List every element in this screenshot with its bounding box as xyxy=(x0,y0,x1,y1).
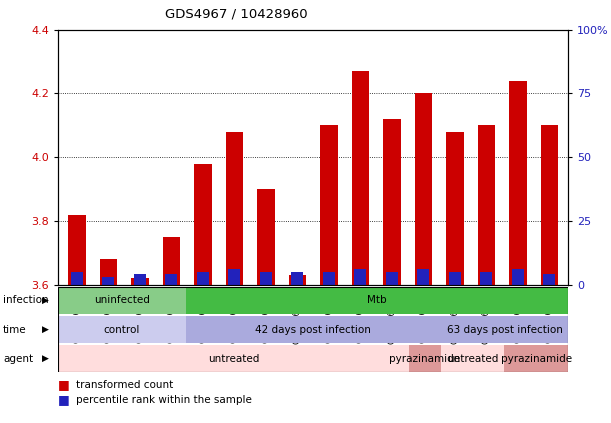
Bar xyxy=(320,125,337,285)
Bar xyxy=(480,272,492,285)
Text: infection: infection xyxy=(3,295,49,305)
Bar xyxy=(417,269,430,285)
Bar xyxy=(383,119,401,285)
Bar xyxy=(134,275,146,285)
Bar xyxy=(543,275,555,285)
Bar xyxy=(225,132,243,285)
Bar xyxy=(505,345,568,372)
Bar xyxy=(541,125,558,285)
Text: percentile rank within the sample: percentile rank within the sample xyxy=(76,395,252,405)
Bar xyxy=(186,316,441,343)
Text: ▶: ▶ xyxy=(42,296,48,305)
Text: GDS4967 / 10428960: GDS4967 / 10428960 xyxy=(166,7,308,20)
Bar xyxy=(163,237,180,285)
Bar xyxy=(441,345,505,372)
Text: Mtb: Mtb xyxy=(367,295,387,305)
Bar xyxy=(197,272,209,285)
Text: pyrazinamide: pyrazinamide xyxy=(389,354,460,364)
Bar xyxy=(68,214,86,285)
Text: ▶: ▶ xyxy=(42,354,48,363)
Text: control: control xyxy=(104,324,140,335)
Bar xyxy=(131,278,148,285)
Bar xyxy=(415,93,432,285)
Text: ■: ■ xyxy=(58,393,70,406)
Text: 42 days post infection: 42 days post infection xyxy=(255,324,371,335)
Text: 63 days post infection: 63 days post infection xyxy=(447,324,562,335)
Text: pyrazinamide: pyrazinamide xyxy=(501,354,572,364)
Bar xyxy=(446,132,464,285)
Text: agent: agent xyxy=(3,354,33,364)
Bar xyxy=(186,287,568,314)
Text: untreated: untreated xyxy=(447,354,498,364)
Bar xyxy=(323,272,335,285)
Bar xyxy=(58,316,186,343)
Bar xyxy=(478,125,495,285)
Bar xyxy=(166,275,177,285)
Bar xyxy=(409,345,441,372)
Bar xyxy=(289,275,306,285)
Bar xyxy=(194,164,211,285)
Bar xyxy=(291,272,304,285)
Bar xyxy=(58,345,409,372)
Text: ■: ■ xyxy=(58,379,70,391)
Bar xyxy=(260,272,272,285)
Bar xyxy=(509,81,527,285)
Text: transformed count: transformed count xyxy=(76,380,174,390)
Bar xyxy=(352,71,369,285)
Text: ▶: ▶ xyxy=(42,325,48,334)
Bar xyxy=(58,287,186,314)
Bar xyxy=(103,277,114,285)
Bar xyxy=(512,269,524,285)
Bar xyxy=(100,259,117,285)
Bar xyxy=(354,269,367,285)
Text: untreated: untreated xyxy=(208,354,259,364)
Text: time: time xyxy=(3,324,27,335)
Bar xyxy=(386,272,398,285)
Bar xyxy=(257,189,274,285)
Bar xyxy=(449,272,461,285)
Bar xyxy=(229,269,241,285)
Text: uninfected: uninfected xyxy=(94,295,150,305)
Bar xyxy=(71,272,83,285)
Bar xyxy=(441,316,568,343)
